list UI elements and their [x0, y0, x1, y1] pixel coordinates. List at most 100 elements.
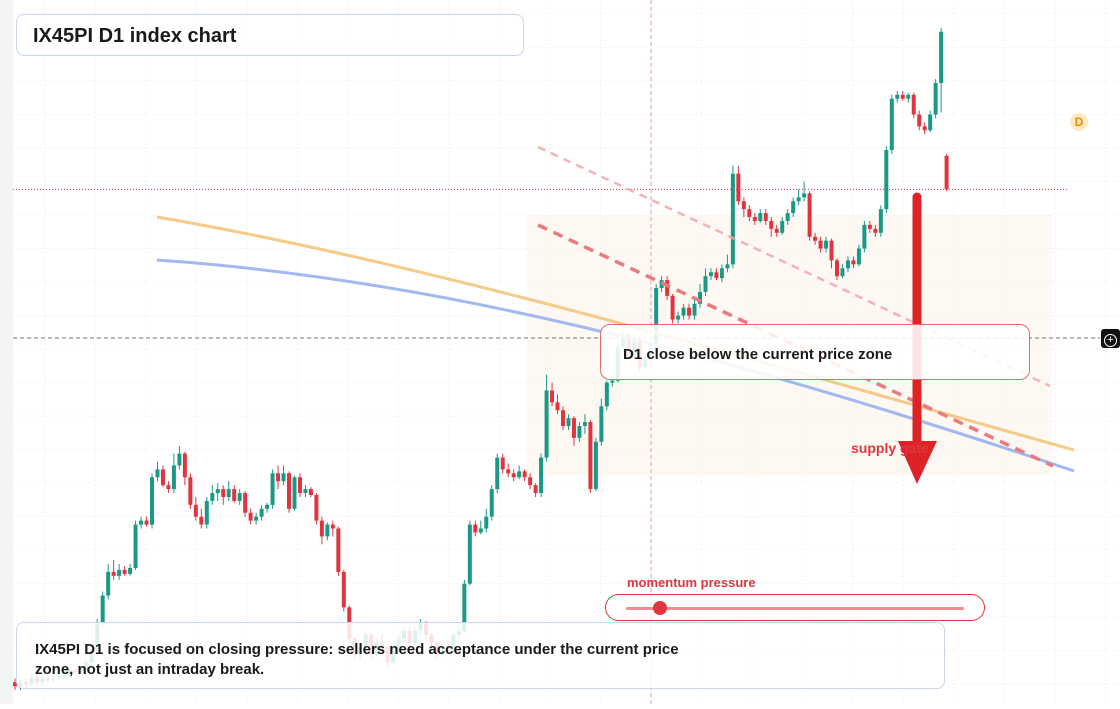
candle-body: [182, 453, 187, 478]
candle-body: [698, 291, 702, 304]
candle-body: [319, 520, 324, 537]
candle-body: [944, 155, 949, 190]
candle-body: [243, 493, 248, 513]
candle-body: [939, 31, 944, 83]
candle-body: [226, 489, 231, 497]
candle-body: [933, 82, 938, 115]
candle-body: [330, 524, 335, 529]
dividend-badge[interactable]: D: [1070, 113, 1088, 131]
momentum-label: momentum pressure: [627, 575, 756, 590]
upper-resistance-line: [537, 145, 1051, 388]
candle-body: [467, 524, 472, 584]
candle-body: [561, 410, 565, 426]
candle-body: [599, 406, 604, 442]
candle-body: [489, 489, 494, 517]
candle-body: [900, 94, 905, 99]
candle-body: [840, 268, 845, 277]
candle-body: [604, 382, 609, 407]
candle-body: [895, 94, 900, 99]
candle-body: [254, 516, 259, 521]
candle-body: [133, 524, 138, 568]
candle-body: [703, 276, 708, 292]
candle-body: [791, 201, 796, 214]
candle-body: [582, 422, 587, 426]
candle-body: [813, 236, 818, 241]
candle-body: [654, 288, 659, 352]
candle-body: [906, 94, 911, 99]
candle-body: [117, 569, 122, 576]
candle-body: [473, 524, 478, 533]
candle-body: [248, 512, 253, 521]
candle-body: [155, 469, 160, 478]
candle-body: [171, 465, 176, 490]
candle-body: [517, 471, 522, 478]
candle-body: [593, 441, 598, 490]
candle-body: [692, 303, 697, 316]
candle-body: [889, 98, 894, 150]
candle-body: [856, 248, 861, 265]
candle-body: [270, 473, 275, 505]
candle-body: [571, 418, 576, 438]
candle-body: [100, 595, 105, 624]
candle-body: [539, 457, 544, 494]
analysis-note-box: IX45PI D1 is focused on closing pressure…: [16, 622, 945, 689]
candle-body: [204, 500, 209, 525]
candle-body: [878, 209, 883, 233]
candle-body: [166, 485, 171, 490]
candle-body: [818, 240, 823, 249]
candle-body: [495, 457, 500, 490]
add-level-button[interactable]: +: [1101, 329, 1120, 348]
candle-body: [807, 193, 812, 237]
candle-body: [500, 457, 505, 470]
candle-body: [160, 469, 165, 486]
chart-title-box: IX45PI D1 index chart: [16, 14, 524, 56]
candle-body: [528, 477, 533, 486]
candle-body: [835, 260, 839, 277]
candle-body: [215, 489, 220, 494]
supply-gate-label: supply gate: [851, 440, 929, 456]
candle-body: [708, 272, 713, 277]
candle-body: [259, 508, 264, 517]
momentum-track-line: [626, 607, 964, 610]
candle-body: [780, 220, 785, 233]
chart-title: IX45PI D1 index chart: [33, 25, 237, 47]
candle-body: [769, 220, 774, 229]
momentum-knob[interactable]: [653, 601, 667, 615]
candle-body: [325, 524, 330, 537]
candle-body: [297, 477, 302, 494]
candle-body: [862, 224, 867, 249]
candle-body: [308, 489, 313, 495]
candle-body: [747, 209, 752, 218]
candle-body: [610, 380, 615, 383]
candle-body: [511, 473, 516, 478]
candle-body: [237, 493, 242, 501]
candle-body: [867, 224, 872, 229]
candle-body: [341, 571, 346, 608]
candle-body: [484, 516, 489, 529]
candle-body: [577, 426, 582, 438]
price-zone-callout: D1 close below the current price zone: [600, 324, 1030, 380]
candle-body: [544, 390, 549, 458]
candle-body: [928, 114, 933, 131]
momentum-pressure-slider[interactable]: [605, 594, 985, 621]
candle-body: [281, 473, 286, 482]
candle-body: [462, 583, 467, 632]
candle-body: [106, 571, 111, 596]
candle-body: [714, 272, 719, 279]
candle-body: [665, 280, 670, 296]
candle-body: [478, 528, 483, 533]
callout-text: D1 close below the current price zone: [623, 346, 893, 363]
candle-body: [752, 217, 757, 221]
candle-body: [555, 402, 560, 411]
candle-body: [736, 173, 741, 202]
candle-body: [210, 493, 215, 501]
candle-body: [128, 567, 133, 574]
candle-body: [774, 228, 779, 233]
down-arrow-head: [898, 441, 937, 484]
candle-body: [681, 307, 686, 316]
candle-body: [122, 569, 127, 574]
candle-body: [741, 201, 746, 210]
candle-body: [911, 94, 916, 115]
candle-body: [522, 471, 527, 478]
candle-body: [719, 268, 724, 279]
